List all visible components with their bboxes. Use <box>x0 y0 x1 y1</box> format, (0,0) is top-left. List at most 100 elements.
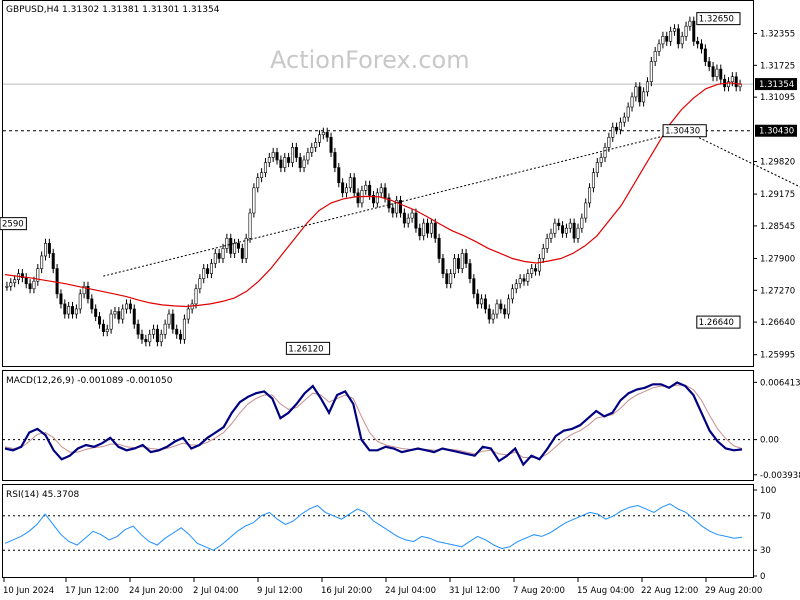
candle-body <box>734 76 738 88</box>
price-annotation-label: 1.32650 <box>699 15 734 25</box>
candle-body <box>703 48 707 62</box>
candle-body <box>283 157 287 168</box>
candle-body <box>356 192 360 204</box>
candle-body <box>59 293 63 305</box>
candle-body <box>364 184 368 191</box>
candle-body <box>306 152 310 161</box>
candle-body <box>74 308 78 315</box>
candle-body <box>5 285 9 288</box>
x-tick-label: 31 Jul 12:00 <box>449 586 500 596</box>
candle-body <box>626 106 630 118</box>
candle-body <box>480 298 484 305</box>
candle-body <box>406 217 410 224</box>
candle-body <box>233 243 237 254</box>
moving-average-line <box>4 82 743 308</box>
current-price-box <box>755 78 797 91</box>
candle-body <box>202 268 206 279</box>
candle-body <box>260 172 264 178</box>
candle-body <box>55 268 59 295</box>
candle-body <box>476 293 480 305</box>
candle-body <box>696 41 700 45</box>
candle-body <box>391 207 395 214</box>
candle-body <box>125 303 129 310</box>
candle-body <box>329 136 333 153</box>
x-tick-label: 17 Jun 12:00 <box>65 586 119 596</box>
price-y-tick-label: 1.26640 <box>760 318 795 328</box>
candle-body <box>684 25 688 37</box>
candle-body <box>148 333 152 343</box>
candle-body <box>699 43 703 50</box>
price-y-tick-label: 1.25995 <box>760 351 795 361</box>
candle-body <box>132 308 136 325</box>
candle-body <box>314 142 318 148</box>
candle-body <box>661 35 665 45</box>
candle-body <box>101 323 105 333</box>
candle-body <box>325 131 329 138</box>
candle-body <box>622 116 626 123</box>
candle-body <box>588 187 592 204</box>
macd-layer <box>3 381 753 467</box>
candle-body <box>244 237 248 259</box>
candle-body <box>121 308 125 320</box>
price-y-tick-label: 1.29175 <box>760 190 795 200</box>
x-tick-label: 24 Jun 20:00 <box>129 586 183 596</box>
candle-body <box>387 197 391 209</box>
candle-body <box>572 222 576 239</box>
candle-body <box>657 43 661 52</box>
candle-body <box>152 328 156 335</box>
trendline <box>684 130 800 188</box>
candle-body <box>348 177 352 189</box>
candle-body <box>472 278 476 295</box>
candle-body <box>545 237 549 249</box>
candle-body <box>568 222 572 229</box>
candle-body <box>553 222 557 234</box>
candle-body <box>395 200 399 214</box>
candle-body <box>236 243 240 249</box>
candle-body <box>105 328 109 333</box>
candle-body <box>341 182 345 194</box>
candle-body <box>36 268 40 282</box>
candle-body <box>256 177 260 189</box>
candle-body <box>672 28 676 32</box>
candle-body <box>171 313 175 330</box>
candle-body <box>534 268 538 272</box>
candle-body <box>499 303 503 310</box>
support-price-label: 1.30430 <box>759 127 794 137</box>
candle-body <box>117 311 121 320</box>
candle-body <box>564 227 568 234</box>
candle-body <box>418 227 422 237</box>
x-tick-label: 2 Jul 04:00 <box>193 586 239 596</box>
candle-body <box>383 187 387 199</box>
candle-body <box>352 177 356 194</box>
candle-body <box>298 157 302 168</box>
candle-body <box>630 96 634 108</box>
candle-body <box>634 86 638 98</box>
candle-body <box>449 273 453 285</box>
candle-body <box>711 66 715 77</box>
candle-body <box>715 68 719 77</box>
candle-body <box>402 212 406 224</box>
rsi-layer <box>3 503 753 551</box>
price-y-tick-label: 1.31725 <box>760 61 795 71</box>
candle-body <box>483 298 487 310</box>
candle-body <box>279 159 283 168</box>
macd-line <box>4 381 743 467</box>
price-y-tick-label: 1.31095 <box>760 93 795 103</box>
candle-body <box>287 157 291 163</box>
candle-body <box>40 255 44 269</box>
x-tick-label: 10 Jun 2024 <box>3 586 54 596</box>
candle-body <box>333 152 337 168</box>
candle-body <box>20 273 24 278</box>
candle-body <box>422 222 426 237</box>
candle-body <box>140 333 144 340</box>
candle-body <box>194 288 198 305</box>
x-tick-label: 16 Jul 20:00 <box>321 586 372 596</box>
candle-body <box>317 134 321 143</box>
candle-body <box>163 323 167 335</box>
x-tick-label: 24 Jul 04:00 <box>385 586 436 596</box>
macd-label: MACD(12,26,9) -0.001089 -0.001050 <box>6 376 173 386</box>
price-annotation-label: 1.30430 <box>665 127 700 137</box>
candle-body <box>290 147 294 163</box>
